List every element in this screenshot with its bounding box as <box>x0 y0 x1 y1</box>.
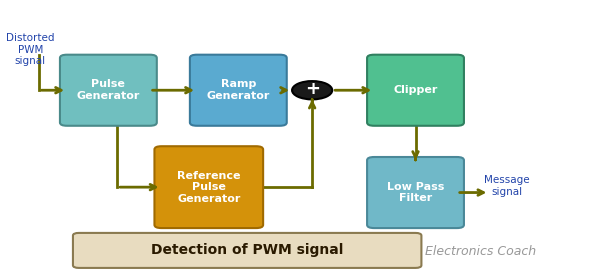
FancyBboxPatch shape <box>367 55 464 126</box>
Text: Electronics Coach: Electronics Coach <box>425 245 536 258</box>
Text: Distorted
PWM
signal: Distorted PWM signal <box>6 33 55 66</box>
Text: Pulse
Generator: Pulse Generator <box>77 79 140 101</box>
Circle shape <box>292 81 332 99</box>
FancyBboxPatch shape <box>190 55 287 126</box>
FancyBboxPatch shape <box>73 233 421 268</box>
Text: Reference
Pulse
Generator: Reference Pulse Generator <box>177 171 241 204</box>
Text: +: + <box>305 80 320 98</box>
Text: Detection of PWM signal: Detection of PWM signal <box>151 243 343 257</box>
Text: Message
signal: Message signal <box>484 175 530 197</box>
FancyBboxPatch shape <box>154 146 263 228</box>
Text: Clipper: Clipper <box>394 85 437 95</box>
FancyBboxPatch shape <box>367 157 464 228</box>
FancyBboxPatch shape <box>60 55 157 126</box>
Text: Ramp
Generator: Ramp Generator <box>206 79 270 101</box>
Text: Low Pass
Filter: Low Pass Filter <box>387 182 444 203</box>
